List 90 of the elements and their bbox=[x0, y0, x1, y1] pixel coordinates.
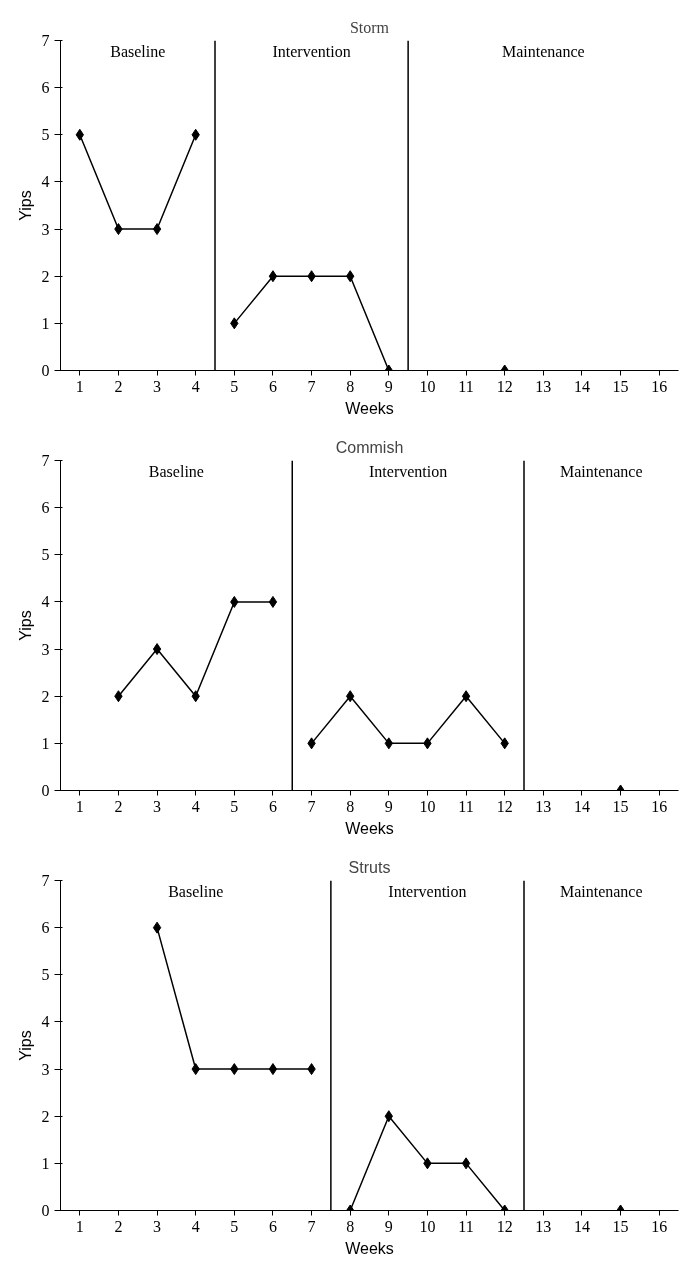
x-tick-label: 8 bbox=[346, 1217, 355, 1235]
x-tick-label: 3 bbox=[153, 797, 162, 815]
x-tick-label: 15 bbox=[612, 377, 629, 395]
y-axis-title: Yips bbox=[16, 190, 34, 221]
x-tick-label: 5 bbox=[230, 377, 239, 395]
x-tick-label: 16 bbox=[651, 377, 668, 395]
y-tick-label: 5 bbox=[41, 126, 50, 144]
x-tick-label: 9 bbox=[384, 377, 393, 395]
y-tick-label: 7 bbox=[41, 872, 50, 889]
y-axis-title: Yips bbox=[16, 1030, 34, 1061]
x-tick-label: 7 bbox=[307, 377, 316, 395]
y-tick-label: 6 bbox=[41, 499, 50, 517]
x-tick-label: 12 bbox=[496, 1217, 513, 1235]
x-tick-label: 14 bbox=[573, 377, 590, 395]
y-tick-label: 1 bbox=[41, 314, 50, 332]
x-tick-label: 7 bbox=[307, 797, 316, 815]
y-tick-label: 0 bbox=[41, 362, 50, 379]
annotation: Intervention bbox=[388, 882, 467, 900]
x-tick-label: 6 bbox=[268, 377, 277, 395]
x-tick-label: 10 bbox=[419, 377, 436, 395]
x-tick-label: 10 bbox=[419, 797, 436, 815]
x-tick-label: 10 bbox=[419, 1217, 436, 1235]
x-tick-label: 13 bbox=[535, 797, 552, 815]
y-tick-label: 5 bbox=[41, 546, 50, 564]
annotation: Intervention bbox=[369, 462, 448, 480]
y-tick-label: 7 bbox=[41, 32, 50, 49]
x-tick-label: 7 bbox=[307, 1217, 316, 1235]
x-tick-label: 4 bbox=[191, 797, 200, 815]
x-tick-label: 12 bbox=[496, 377, 513, 395]
x-tick-label: 2 bbox=[114, 377, 123, 395]
x-tick-label: 2 bbox=[114, 1217, 123, 1235]
y-tick-label: 6 bbox=[41, 919, 50, 937]
y-tick-label: 2 bbox=[41, 267, 50, 285]
y-tick-label: 1 bbox=[41, 1154, 50, 1172]
annotation: Intervention bbox=[272, 42, 351, 60]
x-tick-label: 14 bbox=[573, 1217, 590, 1235]
x-tick-label: 16 bbox=[651, 1217, 668, 1235]
chart-title: Commish bbox=[335, 438, 404, 456]
x-tick-label: 5 bbox=[230, 1217, 239, 1235]
x-tick-label: 11 bbox=[458, 797, 474, 815]
x-tick-label: 1 bbox=[75, 1217, 84, 1235]
annotation: Maintenance bbox=[502, 42, 585, 60]
annotation: Baseline bbox=[168, 882, 224, 900]
x-tick-label: 13 bbox=[535, 1217, 552, 1235]
x-tick-label: 3 bbox=[153, 1217, 162, 1235]
x-tick-label: 1 bbox=[75, 797, 84, 815]
y-tick-label: 4 bbox=[41, 1013, 50, 1031]
x-tick-label: 14 bbox=[573, 797, 590, 815]
y-tick-label: 3 bbox=[41, 1060, 50, 1078]
y-tick-label: 7 bbox=[41, 452, 50, 469]
annotation: Maintenance bbox=[559, 462, 643, 480]
y-tick-label: 0 bbox=[41, 1202, 50, 1219]
x-tick-label: 16 bbox=[651, 797, 668, 815]
y-tick-label: 4 bbox=[41, 593, 50, 611]
x-tick-label: 5 bbox=[230, 797, 239, 815]
x-tick-label: 13 bbox=[535, 377, 552, 395]
x-tick-label: 6 bbox=[268, 1217, 277, 1235]
x-tick-label: 11 bbox=[458, 1217, 474, 1235]
y-tick-label: 6 bbox=[41, 79, 50, 97]
x-tick-label: 9 bbox=[384, 1217, 393, 1235]
y-tick-label: 4 bbox=[41, 173, 50, 191]
y-tick-label: 5 bbox=[41, 966, 50, 984]
x-tick-label: 12 bbox=[496, 797, 513, 815]
x-tick-label: 6 bbox=[268, 797, 277, 815]
x-tick-label: 11 bbox=[458, 377, 474, 395]
x-axis-title: Weeks bbox=[345, 399, 394, 417]
y-axis-title: Yips bbox=[16, 610, 34, 641]
y-tick-label: 3 bbox=[41, 640, 50, 658]
x-axis-title: Weeks bbox=[345, 819, 394, 837]
x-tick-label: 9 bbox=[384, 797, 393, 815]
chart-title: Struts bbox=[348, 858, 391, 876]
annotation: Baseline bbox=[110, 42, 166, 60]
x-tick-label: 4 bbox=[191, 1217, 200, 1235]
x-tick-label: 2 bbox=[114, 797, 123, 815]
y-tick-label: 2 bbox=[41, 687, 50, 705]
chart-title: Storm bbox=[349, 18, 390, 36]
x-tick-label: 3 bbox=[153, 377, 162, 395]
x-tick-label: 8 bbox=[346, 377, 355, 395]
x-tick-label: 1 bbox=[75, 377, 84, 395]
annotation: Baseline bbox=[148, 462, 204, 480]
x-tick-label: 8 bbox=[346, 797, 355, 815]
y-tick-label: 3 bbox=[41, 220, 50, 238]
y-tick-label: 2 bbox=[41, 1107, 50, 1125]
x-tick-label: 15 bbox=[612, 1217, 629, 1235]
y-tick-label: 1 bbox=[41, 734, 50, 752]
x-tick-label: 15 bbox=[612, 797, 629, 815]
annotation: Maintenance bbox=[559, 882, 643, 900]
x-tick-label: 4 bbox=[191, 377, 200, 395]
x-axis-title: Weeks bbox=[345, 1239, 394, 1257]
y-tick-label: 0 bbox=[41, 782, 50, 799]
